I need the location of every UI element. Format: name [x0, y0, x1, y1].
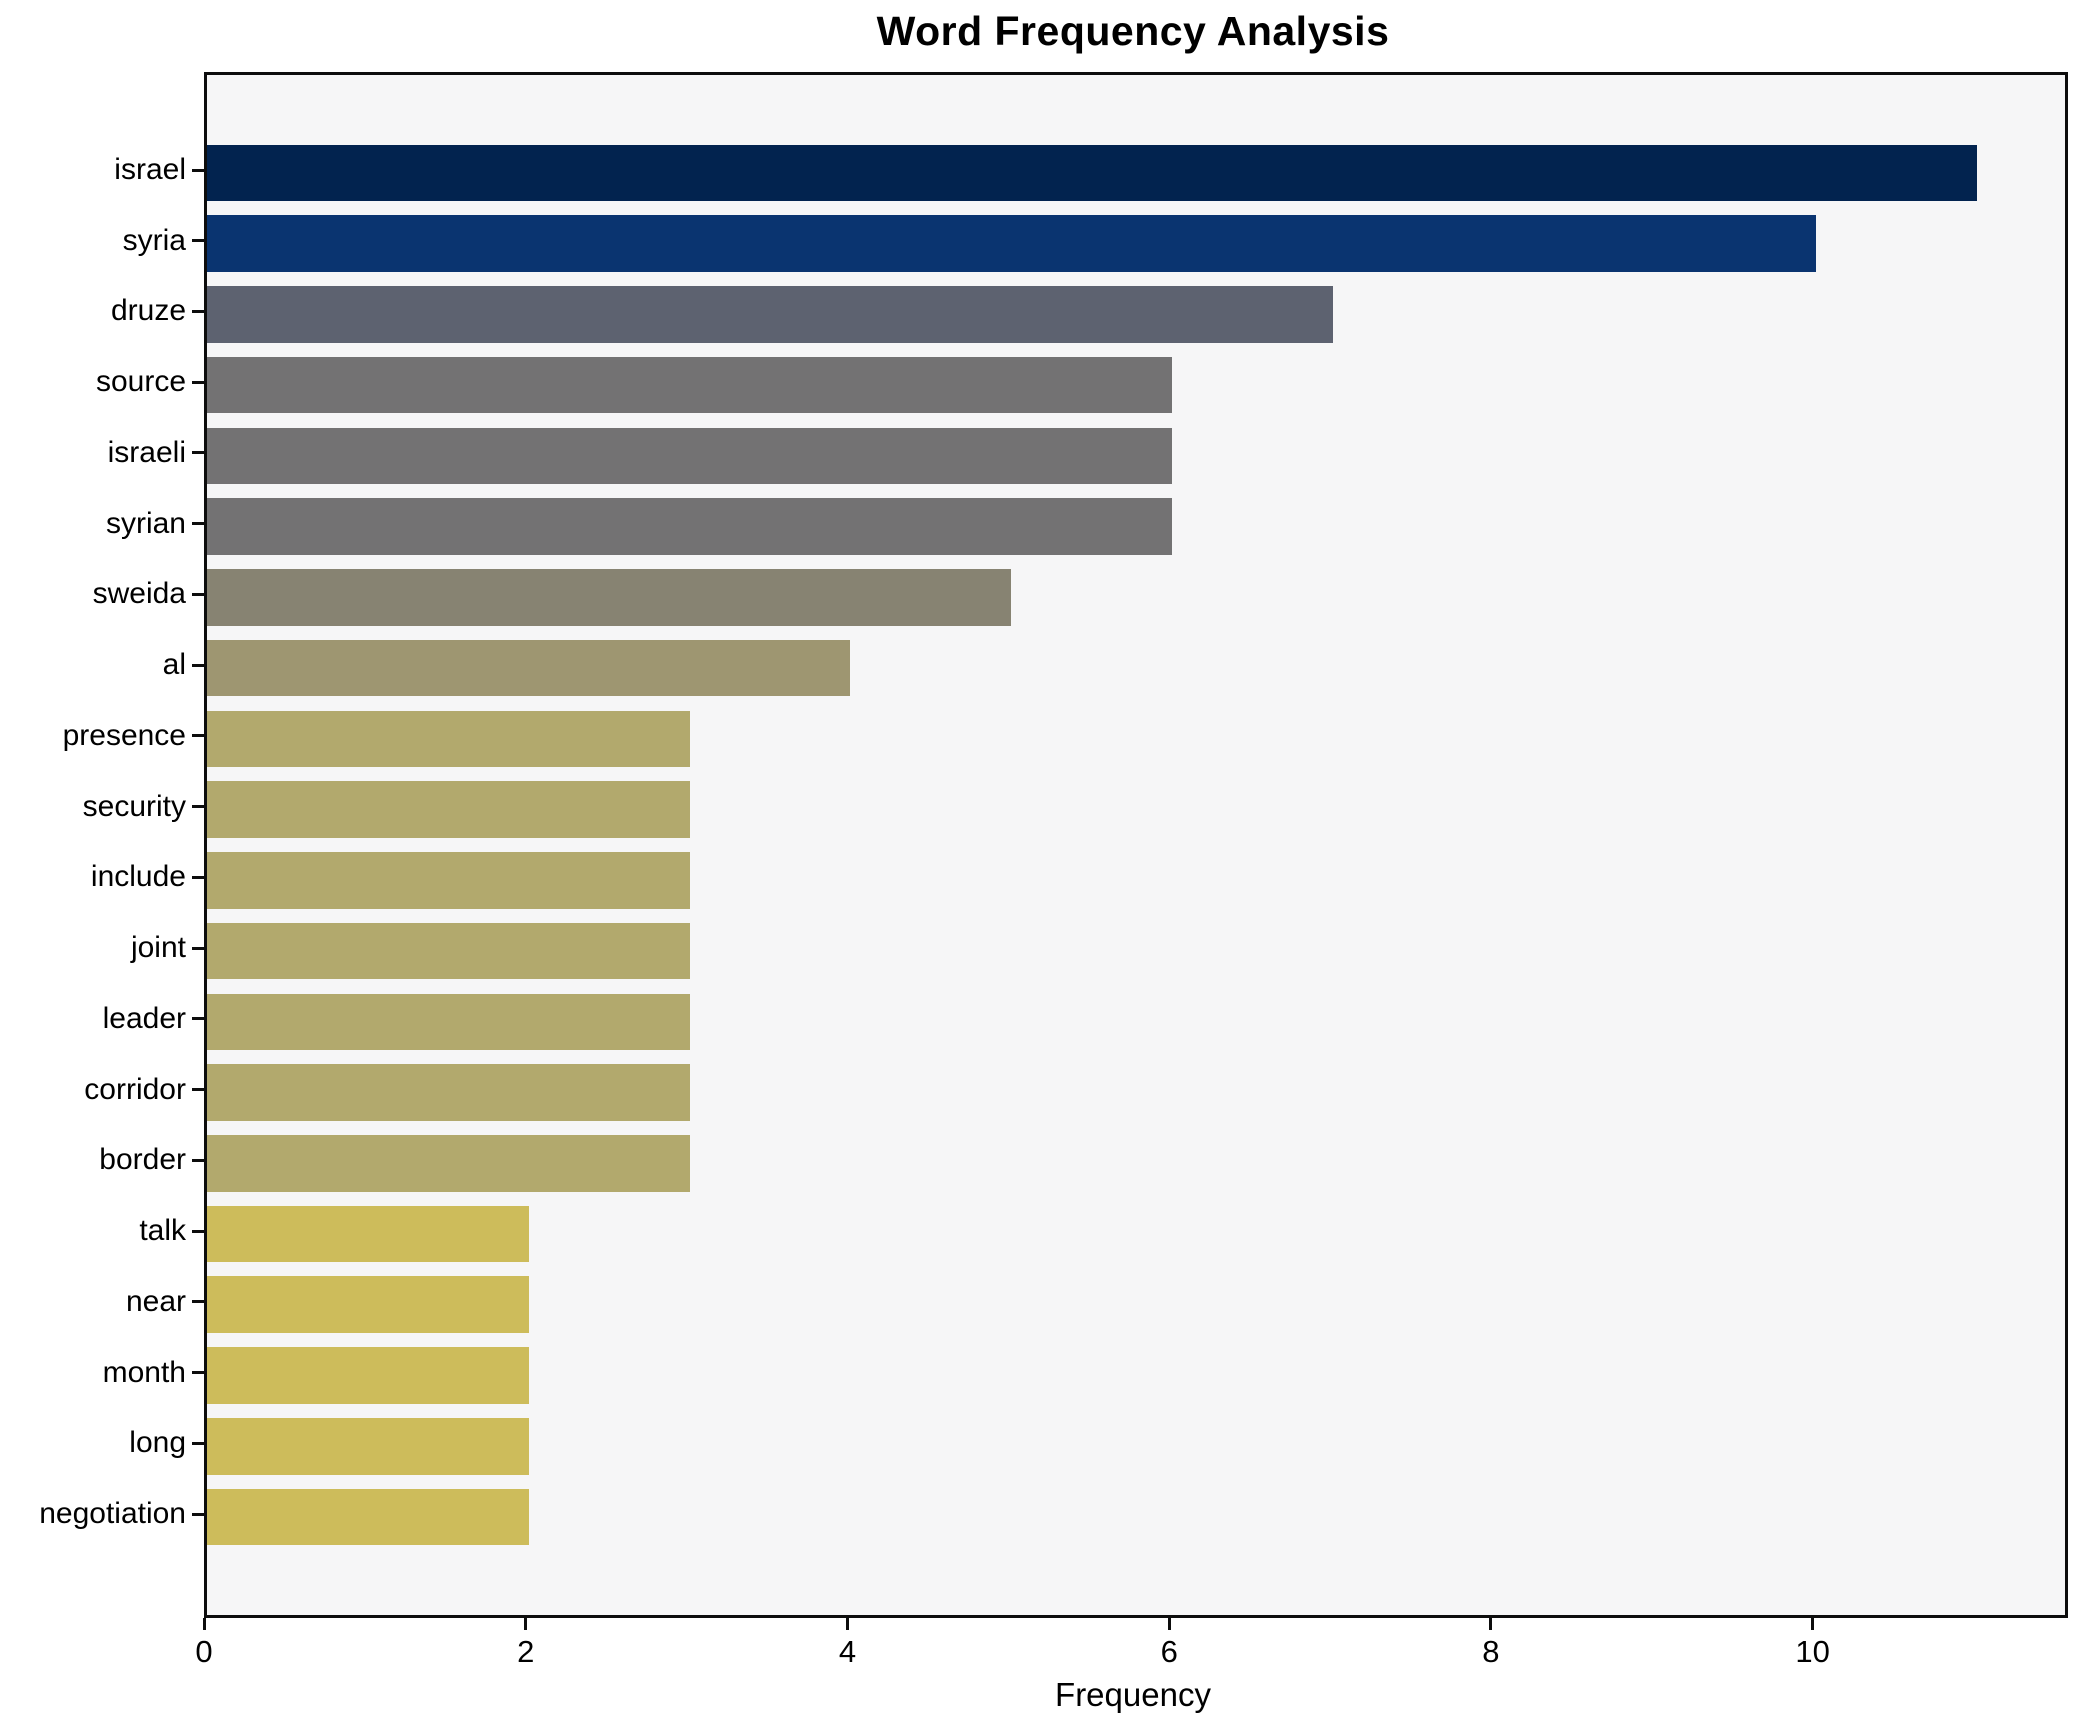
y-axis-label: border [99, 1143, 186, 1177]
y-tick-mark [192, 663, 204, 667]
bar-israel [207, 144, 1977, 202]
x-axis-tick-label: 2 [517, 1634, 535, 1669]
bar-leader [207, 993, 690, 1051]
y-tick-mark [192, 451, 204, 455]
x-axis-tick-label: 6 [1160, 1634, 1178, 1669]
y-axis-label: syria [122, 223, 186, 257]
bar-security [207, 781, 690, 838]
y-tick-mark [192, 309, 204, 313]
x-axis-tick-label: 0 [195, 1634, 213, 1669]
x-axis-tick-label: 4 [838, 1634, 857, 1669]
bar-source [207, 356, 1173, 414]
y-tick-mark [192, 1512, 204, 1516]
bar-talk [207, 1205, 529, 1263]
y-tick-mark [192, 380, 204, 384]
bar-negotiation [207, 1488, 529, 1546]
bar-include [207, 852, 690, 909]
x-axis-tick-label: 8 [1482, 1634, 1500, 1669]
y-tick-mark [192, 239, 204, 243]
bar-joint [207, 922, 690, 980]
y-tick-mark [192, 592, 204, 596]
y-axis-label: leader [102, 1001, 186, 1035]
x-tick-mark [524, 1618, 528, 1630]
x-tick-mark [202, 1618, 206, 1630]
y-tick-mark [192, 734, 204, 738]
y-axis-label: negotiation [39, 1497, 186, 1530]
y-tick-mark [192, 1300, 204, 1304]
x-axis-label: Frequency [1055, 1676, 1211, 1713]
y-tick-mark [192, 1017, 204, 1021]
bar-israeli [207, 427, 1173, 485]
x-tick-mark [1489, 1618, 1493, 1630]
y-tick-mark [192, 1441, 204, 1445]
y-axis-label: security [82, 789, 186, 823]
y-tick-mark [192, 1158, 204, 1162]
y-axis-label: month [102, 1355, 186, 1389]
y-axis-label: long [129, 1426, 186, 1460]
chart-title: Word Frequency Analysis [876, 8, 1390, 54]
y-axis-label: al [162, 648, 186, 682]
bar-long [207, 1417, 529, 1475]
y-axis-label: corridor [84, 1072, 186, 1106]
y-tick-mark [192, 875, 204, 879]
y-tick-mark [192, 805, 204, 809]
y-axis-label: presence [62, 718, 186, 752]
bar-syrian [207, 498, 1173, 555]
y-axis: israel syria druze source israeli syrian sweid… [0, 72, 186, 1612]
bar-border [207, 1135, 690, 1192]
y-axis-label: druze [110, 294, 186, 328]
bar-presence [207, 710, 690, 768]
y-axis-label: near [125, 1284, 186, 1318]
x-tick-mark [845, 1618, 849, 1630]
bar-sweida [207, 569, 1012, 626]
y-tick-mark [192, 1088, 204, 1092]
plot-area [204, 72, 2068, 1618]
y-tick-mark [192, 522, 204, 526]
y-axis-label: source [95, 365, 186, 399]
bar-corridor [207, 1064, 690, 1121]
bar-near [207, 1276, 529, 1334]
y-tick-mark [192, 1371, 204, 1375]
x-tick-mark [1167, 1618, 1171, 1630]
bar-month [207, 1347, 529, 1404]
y-axis-label: talk [139, 1214, 186, 1248]
y-axis-label: joint [130, 931, 186, 965]
y-tick-mark [192, 1229, 204, 1233]
y-axis-label: include [90, 860, 186, 894]
bar-druze [207, 286, 1334, 343]
y-axis-label: syrian [105, 506, 186, 540]
y-axis-label: israel [114, 153, 186, 186]
bar-syria [207, 215, 1816, 273]
bar-al [207, 639, 851, 697]
x-tick-mark [1811, 1618, 1815, 1630]
y-axis-label: sweida [92, 577, 186, 611]
x-axis-tick-label: 10 [1795, 1634, 1830, 1669]
y-tick-mark [192, 168, 204, 172]
y-tick-mark [192, 946, 204, 950]
y-axis-label: israeli [107, 435, 186, 469]
